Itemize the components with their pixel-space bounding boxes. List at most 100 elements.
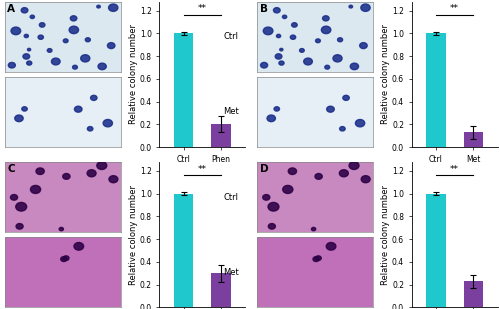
Ellipse shape: [21, 8, 28, 13]
Ellipse shape: [103, 120, 113, 127]
Ellipse shape: [288, 168, 296, 175]
Ellipse shape: [279, 61, 284, 65]
Ellipse shape: [108, 43, 115, 49]
Ellipse shape: [322, 26, 331, 34]
Ellipse shape: [97, 5, 100, 8]
Ellipse shape: [63, 256, 69, 260]
Ellipse shape: [312, 227, 316, 231]
Ellipse shape: [315, 174, 322, 179]
Ellipse shape: [268, 223, 276, 229]
Ellipse shape: [340, 170, 348, 177]
Text: Ctrl: Ctrl: [224, 193, 238, 202]
Ellipse shape: [64, 39, 68, 43]
Ellipse shape: [108, 4, 118, 11]
Ellipse shape: [267, 115, 276, 122]
Ellipse shape: [72, 65, 78, 69]
Text: **: **: [450, 165, 459, 174]
Ellipse shape: [10, 195, 18, 200]
Ellipse shape: [282, 185, 293, 193]
Ellipse shape: [16, 223, 23, 229]
Ellipse shape: [326, 243, 336, 250]
Ellipse shape: [36, 168, 44, 175]
Ellipse shape: [280, 48, 283, 51]
Ellipse shape: [326, 106, 334, 112]
Ellipse shape: [350, 63, 358, 70]
Ellipse shape: [52, 58, 60, 65]
Ellipse shape: [322, 16, 329, 21]
Ellipse shape: [275, 54, 282, 59]
Ellipse shape: [16, 202, 26, 211]
Ellipse shape: [356, 120, 364, 127]
Ellipse shape: [86, 38, 90, 42]
Ellipse shape: [290, 35, 296, 39]
Ellipse shape: [282, 15, 286, 19]
Ellipse shape: [338, 38, 342, 42]
Ellipse shape: [40, 23, 45, 27]
Ellipse shape: [22, 107, 27, 111]
Ellipse shape: [349, 5, 352, 8]
Text: B: B: [260, 4, 268, 14]
Ellipse shape: [333, 55, 342, 62]
Text: Met: Met: [223, 268, 238, 277]
Text: D: D: [260, 164, 268, 174]
Ellipse shape: [325, 65, 330, 69]
Ellipse shape: [361, 176, 370, 183]
Bar: [212, 125, 231, 147]
Y-axis label: Relative colony number: Relative colony number: [128, 184, 138, 285]
Text: **: **: [198, 165, 207, 174]
Ellipse shape: [30, 185, 40, 193]
Y-axis label: Relative colony number: Relative colony number: [381, 24, 390, 125]
Text: **: **: [198, 5, 207, 14]
Ellipse shape: [38, 35, 44, 39]
Ellipse shape: [361, 4, 370, 11]
Ellipse shape: [300, 49, 304, 52]
Y-axis label: Relative colony number: Relative colony number: [128, 24, 138, 125]
Ellipse shape: [62, 174, 70, 179]
Ellipse shape: [26, 61, 32, 65]
Text: A: A: [8, 4, 16, 14]
Ellipse shape: [23, 54, 30, 59]
Ellipse shape: [59, 227, 64, 231]
Ellipse shape: [8, 62, 16, 68]
Ellipse shape: [80, 55, 90, 62]
Y-axis label: Relative colony number: Relative colony number: [381, 184, 390, 285]
Ellipse shape: [274, 107, 280, 111]
Ellipse shape: [262, 195, 270, 200]
Ellipse shape: [316, 39, 320, 43]
Ellipse shape: [69, 26, 78, 34]
Ellipse shape: [97, 162, 106, 169]
Ellipse shape: [316, 256, 322, 260]
Bar: [464, 281, 483, 307]
Ellipse shape: [24, 34, 28, 38]
Ellipse shape: [268, 202, 279, 211]
Ellipse shape: [260, 62, 268, 68]
Ellipse shape: [98, 63, 106, 70]
Ellipse shape: [349, 162, 359, 169]
Ellipse shape: [60, 257, 67, 261]
Bar: [426, 194, 446, 307]
Ellipse shape: [276, 34, 280, 38]
Ellipse shape: [90, 95, 97, 100]
Bar: [212, 273, 231, 307]
Ellipse shape: [28, 48, 30, 51]
Ellipse shape: [15, 115, 23, 122]
Ellipse shape: [304, 58, 312, 65]
Ellipse shape: [313, 257, 319, 261]
Text: Ctrl: Ctrl: [224, 32, 238, 41]
Ellipse shape: [88, 127, 93, 131]
Ellipse shape: [360, 43, 367, 49]
Ellipse shape: [292, 23, 297, 27]
Ellipse shape: [264, 27, 273, 35]
Bar: [464, 133, 483, 147]
Ellipse shape: [74, 106, 82, 112]
Text: Met: Met: [223, 107, 238, 116]
Ellipse shape: [109, 176, 118, 183]
Ellipse shape: [74, 243, 84, 250]
Ellipse shape: [343, 95, 349, 100]
Text: C: C: [8, 164, 15, 174]
Ellipse shape: [87, 170, 96, 177]
Ellipse shape: [70, 16, 77, 21]
Bar: [174, 194, 194, 307]
Bar: [426, 33, 446, 147]
Text: **: **: [450, 5, 459, 14]
